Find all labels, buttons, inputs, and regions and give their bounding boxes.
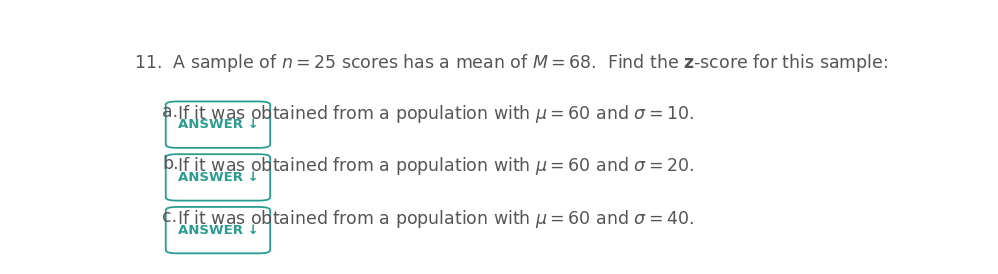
Text: If it was obtained from a population with $\mu = 60$ and $\sigma = 20.$: If it was obtained from a population wit…: [178, 155, 694, 177]
FancyBboxPatch shape: [166, 154, 270, 201]
Text: ANSWER ↓: ANSWER ↓: [178, 118, 258, 131]
Text: 11.  A sample of $n = 25$ scores has a mean of $M = 68$.  Find the $\mathbf{z}$-: 11. A sample of $n = 25$ scores has a me…: [134, 52, 888, 74]
Text: If it was obtained from a population with $\mu = 60$ and $\sigma = 10.$: If it was obtained from a population wit…: [178, 102, 694, 124]
FancyBboxPatch shape: [166, 207, 270, 253]
Text: a.: a.: [162, 102, 178, 121]
Text: b.: b.: [162, 155, 179, 173]
Text: ANSWER ↓: ANSWER ↓: [178, 224, 258, 237]
Text: ANSWER ↓: ANSWER ↓: [178, 171, 258, 184]
Text: If it was obtained from a population with $\mu = 60$ and $\sigma = 40.$: If it was obtained from a population wit…: [178, 208, 694, 230]
FancyBboxPatch shape: [166, 101, 270, 148]
Text: c.: c.: [162, 208, 177, 226]
